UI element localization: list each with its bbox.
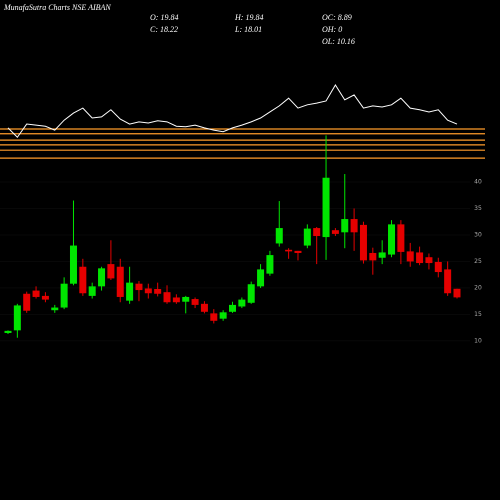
candle-body [257,269,265,287]
candle-body [369,252,377,261]
candle-body [285,249,293,252]
candle-body [388,224,396,255]
candle-body [434,261,442,273]
candle-body [266,255,274,274]
candle-body [247,284,255,303]
candle-body [69,245,77,284]
y-tick-label: 10 [474,337,482,344]
candle-body [4,330,12,333]
indicator-line [7,84,458,139]
stat: L: 18.01 [234,25,262,34]
stat: OH: 0 [322,25,342,34]
stat: O: 19.84 [150,13,178,22]
candle-body [453,288,461,298]
candle-body [126,282,134,301]
stat: OL: 10.16 [322,37,355,46]
candle-body [182,296,190,302]
candle-body [322,177,330,238]
candle-body [163,292,171,303]
candle-body [378,252,386,258]
candle-body [303,228,311,246]
y-tick-label: 15 [474,311,482,318]
candle-body [425,257,433,264]
candle-body [341,219,349,233]
candle-body [144,288,152,294]
candle-body [416,252,424,264]
y-tick-label: 25 [474,258,482,265]
candle-body [238,299,246,307]
stat: C: 18.22 [150,25,178,34]
chart-title: MunafaSutra Charts NSE AIBAN [3,3,111,12]
candle-body [88,286,96,296]
candle-body [350,219,358,233]
candle-body [79,266,87,294]
candle-body [98,268,106,287]
candle-body [210,313,218,321]
candle-body [444,269,452,294]
candle-body [51,307,59,311]
stat: OC: 8.89 [322,13,352,22]
candle-body [313,228,321,237]
y-tick-label: 35 [474,205,482,212]
candle-body [13,305,21,331]
y-tick-label: 20 [474,284,482,291]
candle-body [397,224,405,252]
candle-body [60,283,68,308]
stat: H: 19.84 [234,13,263,22]
y-tick-label: 30 [474,231,482,238]
y-tick-label: 40 [474,178,482,185]
candle-body [294,250,302,253]
candle-body [23,293,31,311]
candle-body [107,264,115,279]
candle-body [32,290,40,297]
candle-body [219,312,227,319]
candle-body [41,295,49,300]
candle-body [200,303,208,312]
candle-body [116,266,124,297]
candle-body [172,297,180,303]
candle-body [275,228,283,244]
candle-body [331,230,339,234]
candle-body [135,283,143,291]
candle-body [359,224,367,261]
candle-body [154,289,162,294]
candle-body [406,251,414,262]
candle-body [191,299,199,305]
candle-body [229,304,236,312]
